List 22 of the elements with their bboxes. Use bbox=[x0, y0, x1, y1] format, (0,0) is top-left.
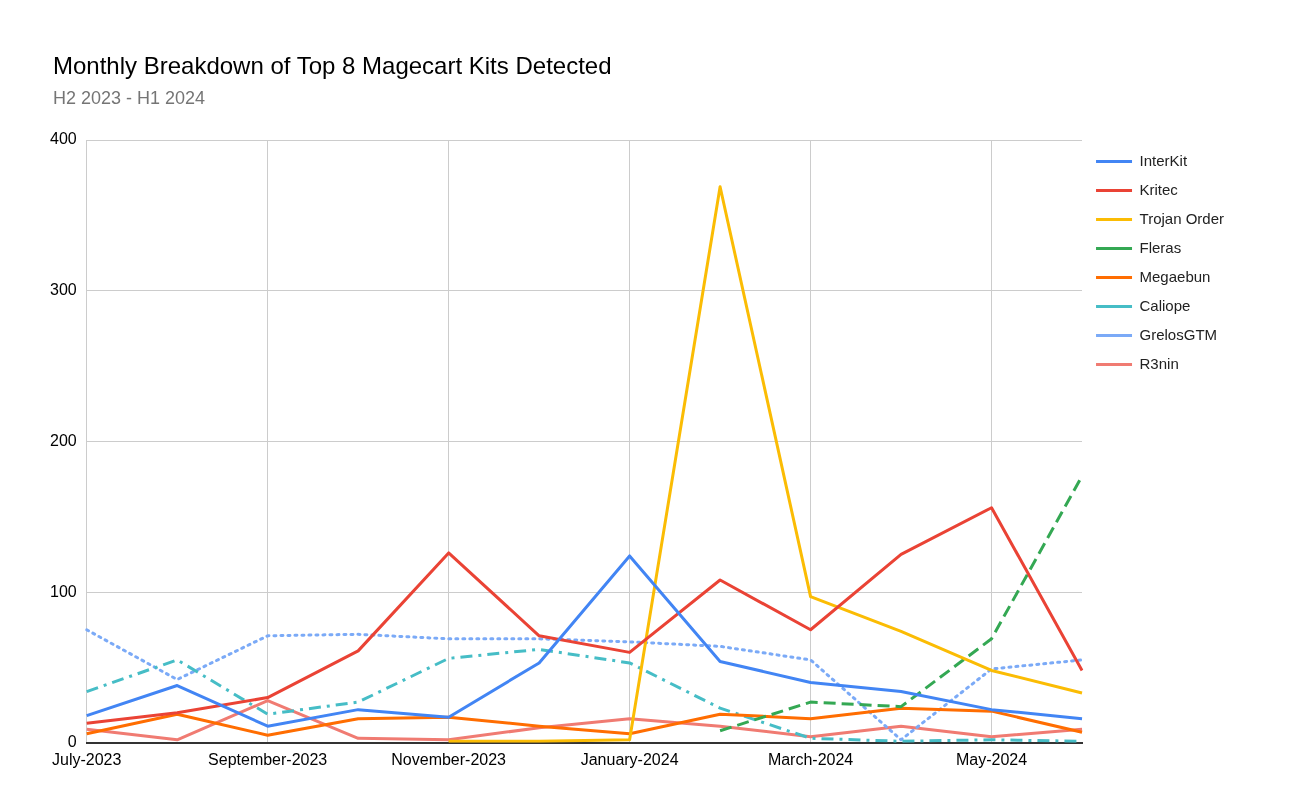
y-tick-label: 100 bbox=[49, 582, 77, 600]
y-tick-label: 0 bbox=[67, 733, 77, 751]
line-series bbox=[85, 628, 1084, 742]
chart-title: Monthly Breakdown of Top 8 Magecart Kits Detected bbox=[53, 52, 612, 80]
chart-subtitle: H2 2023 - H1 2024 bbox=[53, 88, 206, 109]
legend-label: GrelosGTM bbox=[1139, 325, 1218, 343]
x-tick-label: January-2024 bbox=[580, 750, 679, 768]
legend-label: Kritec bbox=[1139, 180, 1179, 198]
y-tick-label: 200 bbox=[49, 431, 77, 449]
legend-label: Trojan Order bbox=[1139, 209, 1225, 227]
legend-label: Fleras bbox=[1139, 238, 1182, 256]
x-tick-label: May-2024 bbox=[955, 750, 1028, 768]
legend-label: Caliope bbox=[1139, 296, 1191, 314]
x-tick-label: March-2024 bbox=[767, 750, 854, 768]
y-tick-label: 400 bbox=[49, 130, 77, 148]
legend-label: InterKit bbox=[1139, 151, 1188, 169]
legend-label: Megaebun bbox=[1139, 267, 1211, 285]
x-tick-label: November-2023 bbox=[391, 750, 507, 768]
x-tick-label: September-2023 bbox=[208, 750, 328, 768]
x-tick-label: July-2023 bbox=[52, 750, 122, 768]
legend-label: R3nin bbox=[1139, 354, 1179, 372]
y-tick-label: 300 bbox=[49, 281, 77, 299]
